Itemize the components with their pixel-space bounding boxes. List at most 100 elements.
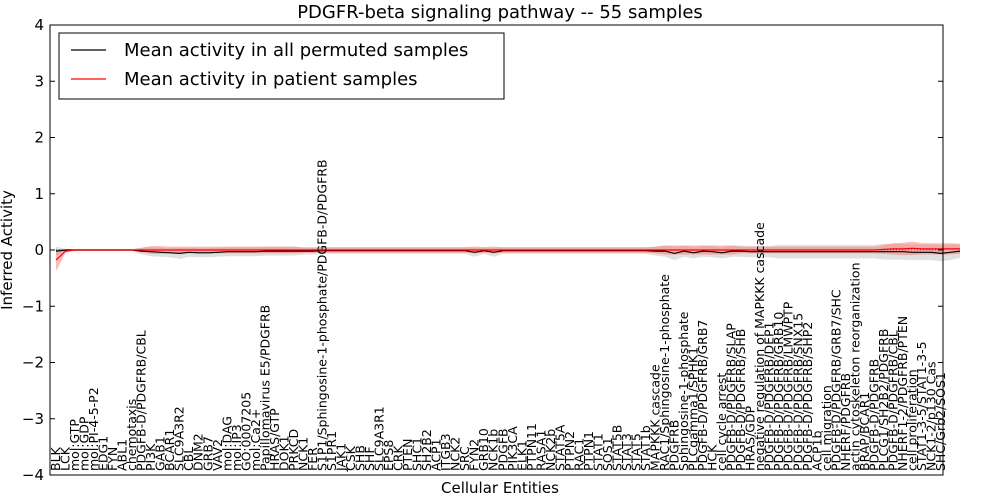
series-lines: [50, 247, 961, 261]
entity-label: PTPN11: [524, 423, 539, 471]
entity-label: cell cycle arrest: [714, 373, 729, 471]
entity-label: PDGFB-D/PDGFRB/SHB: [733, 329, 748, 471]
entity-label: ABL1: [115, 439, 130, 471]
entity-label: GO:0007205: [238, 392, 253, 471]
entity-label: CBL: [181, 447, 196, 471]
y-tick-label: 1: [34, 185, 44, 203]
entity-label: PDGFB-D/PDGFRB/GRB7/SHC: [828, 289, 843, 471]
entity-label: BLK: [48, 446, 63, 471]
entity-label: ACP1b: [809, 430, 824, 471]
entity-label: BCAR1: [162, 429, 177, 471]
entity-label: RAC1/Sphingosine-1-phosphate: [657, 274, 672, 471]
entity-label: PI3K: [143, 443, 158, 471]
legend: Mean activity in all permuted samples Me…: [58, 32, 505, 100]
entity-label: NCK1: [295, 437, 310, 471]
series-line-patient: [55, 247, 960, 261]
entity-label: SHC1: [410, 437, 425, 471]
entity-label: PDGFRB: [667, 420, 682, 471]
entity-label: FER: [305, 447, 320, 471]
entity-label: SRC: [457, 446, 472, 471]
y-tick-label: −1: [22, 297, 44, 315]
entity-labels: BLKLCKmol:GTPmol:GDPmol:PI-4-5-P2EDG1FYN…: [48, 159, 948, 472]
entity-label: SHB: [353, 445, 368, 471]
entity-label: PLCgamma1/SPHK1: [686, 347, 701, 471]
entity-label: STAT1b: [638, 425, 653, 471]
entity-label: EPS8: [381, 440, 396, 471]
legend-box: [58, 32, 505, 100]
band-permuted: [56, 243, 960, 262]
entity-label: PIK3CA: [505, 426, 520, 471]
entity-label: mol:IP3: [229, 424, 244, 471]
entity-label: FYN: [105, 447, 120, 471]
entity-label: SHC/Grb2/SOS1: [933, 372, 948, 471]
entity-label: PDGFB-D/PDGFRB/CBL: [885, 330, 900, 471]
entity-label: SLC9A3R1: [372, 406, 387, 471]
entity-label: SLC9A3R2: [172, 406, 187, 471]
entity-label: RASA1: [533, 430, 548, 471]
entity-label: NHERF1-2/PDGFRB/PTEN: [895, 316, 910, 471]
entity-label: mol:GTP: [67, 419, 82, 471]
entity-label: GAB1: [153, 436, 168, 471]
entity-label: mol:DAG: [219, 416, 234, 471]
entity-label: STAT5B: [610, 425, 625, 471]
entity-label: SH2B2: [419, 429, 434, 471]
entity-label: PDGFB-D/PDGFRB/DEP1: [762, 322, 777, 472]
entity-label: PRKCD: [286, 429, 301, 471]
entity-label: PDGFB: [495, 428, 510, 471]
entity-label: VAV2: [210, 439, 225, 471]
entity-label: CRK: [391, 445, 406, 471]
y-tick-label: 0: [34, 241, 44, 259]
entity-label: cell proliferation: [905, 369, 920, 471]
entity-label: Sphingosine-1-phosphate: [676, 311, 691, 471]
entity-label: NCK2b: [543, 429, 558, 471]
entity-label: PDGFB-D/PDGFRB/GRB10: [771, 312, 786, 471]
entity-label: PDGFB-D/PDGFRB/SNX15: [790, 313, 805, 471]
y-tick-label: −2: [22, 354, 44, 372]
entity-label: SHF: [362, 446, 377, 471]
entity-label: STAT5A: [552, 424, 567, 471]
entity-label: STAT3: [619, 433, 634, 471]
entity-label: negative regulation of MAPKKK cascade: [752, 222, 767, 471]
entity-label: HRAS/GTP: [267, 408, 282, 471]
entity-label: Papillomavirus E5/PDGFRB: [257, 305, 272, 471]
entity-label: mol:Ca2+: [248, 409, 263, 471]
entity-label: DOK1: [276, 435, 291, 471]
entity-label: HRAS/GDP: [743, 405, 758, 471]
entity-label: STAT1-3-5/STAT1-3-5: [914, 341, 929, 471]
entity-label: RAC1: [571, 438, 586, 471]
entity-label: ACP1: [429, 438, 444, 471]
chart-title: PDGFR-beta signaling pathway -- 55 sampl…: [297, 2, 703, 23]
entity-label: STAT1: [590, 433, 605, 471]
entity-label: MAPKKK cascade: [648, 364, 663, 471]
entity-label: CSK: [343, 445, 358, 471]
y-tick-label: 3: [34, 72, 44, 90]
entity-label: NCK2: [448, 437, 463, 471]
entity-label: GRB10: [476, 428, 491, 471]
entity-label: PTEN: [400, 439, 415, 471]
entity-label: NCK1-2/p130 Cas: [924, 361, 939, 471]
entity-label: S1PR1: [324, 431, 339, 471]
y-axis-ticks: −4 −3 −2 −1 0 1 2 3 4: [22, 16, 943, 484]
entity-label: S1P1/Sphingosine-1-phosphate/PDGFB-D/PDG…: [315, 159, 330, 471]
legend-label-permuted: Mean activity in all permuted samples: [124, 40, 468, 61]
entity-label: PDGFB-D/PDGFRB: [866, 359, 881, 471]
entity-label: ITGB3: [438, 433, 453, 471]
entity-label: chemotaxis: [124, 399, 139, 471]
entity-label: mol:PI-4-5-P2: [86, 387, 101, 471]
entity-label: PDGFB-D/PDGFRB/GRB7: [695, 320, 710, 471]
x-axis-label: Cellular Entities: [441, 479, 559, 497]
entity-label: DNM2: [191, 433, 206, 471]
entity-label: SOS1: [600, 437, 615, 471]
entity-label: PDGFB-D/PDGFRB/SLAP: [724, 323, 739, 471]
entity-label: GRB7: [200, 436, 215, 471]
entity-label: STAT5: [629, 433, 644, 471]
y-tick-label: −3: [22, 410, 44, 428]
entity-label: BRAP/BCAR1: [857, 392, 872, 471]
entity-label: PDGFB-D/PDGFRB/CBL: [134, 330, 149, 471]
y-tick-label: −4: [22, 466, 44, 484]
entity-label: LCK: [58, 446, 73, 471]
plot-frame: [49, 24, 944, 476]
confidence-bands: [56, 241, 960, 272]
entity-label: mol:GDP: [77, 416, 92, 471]
